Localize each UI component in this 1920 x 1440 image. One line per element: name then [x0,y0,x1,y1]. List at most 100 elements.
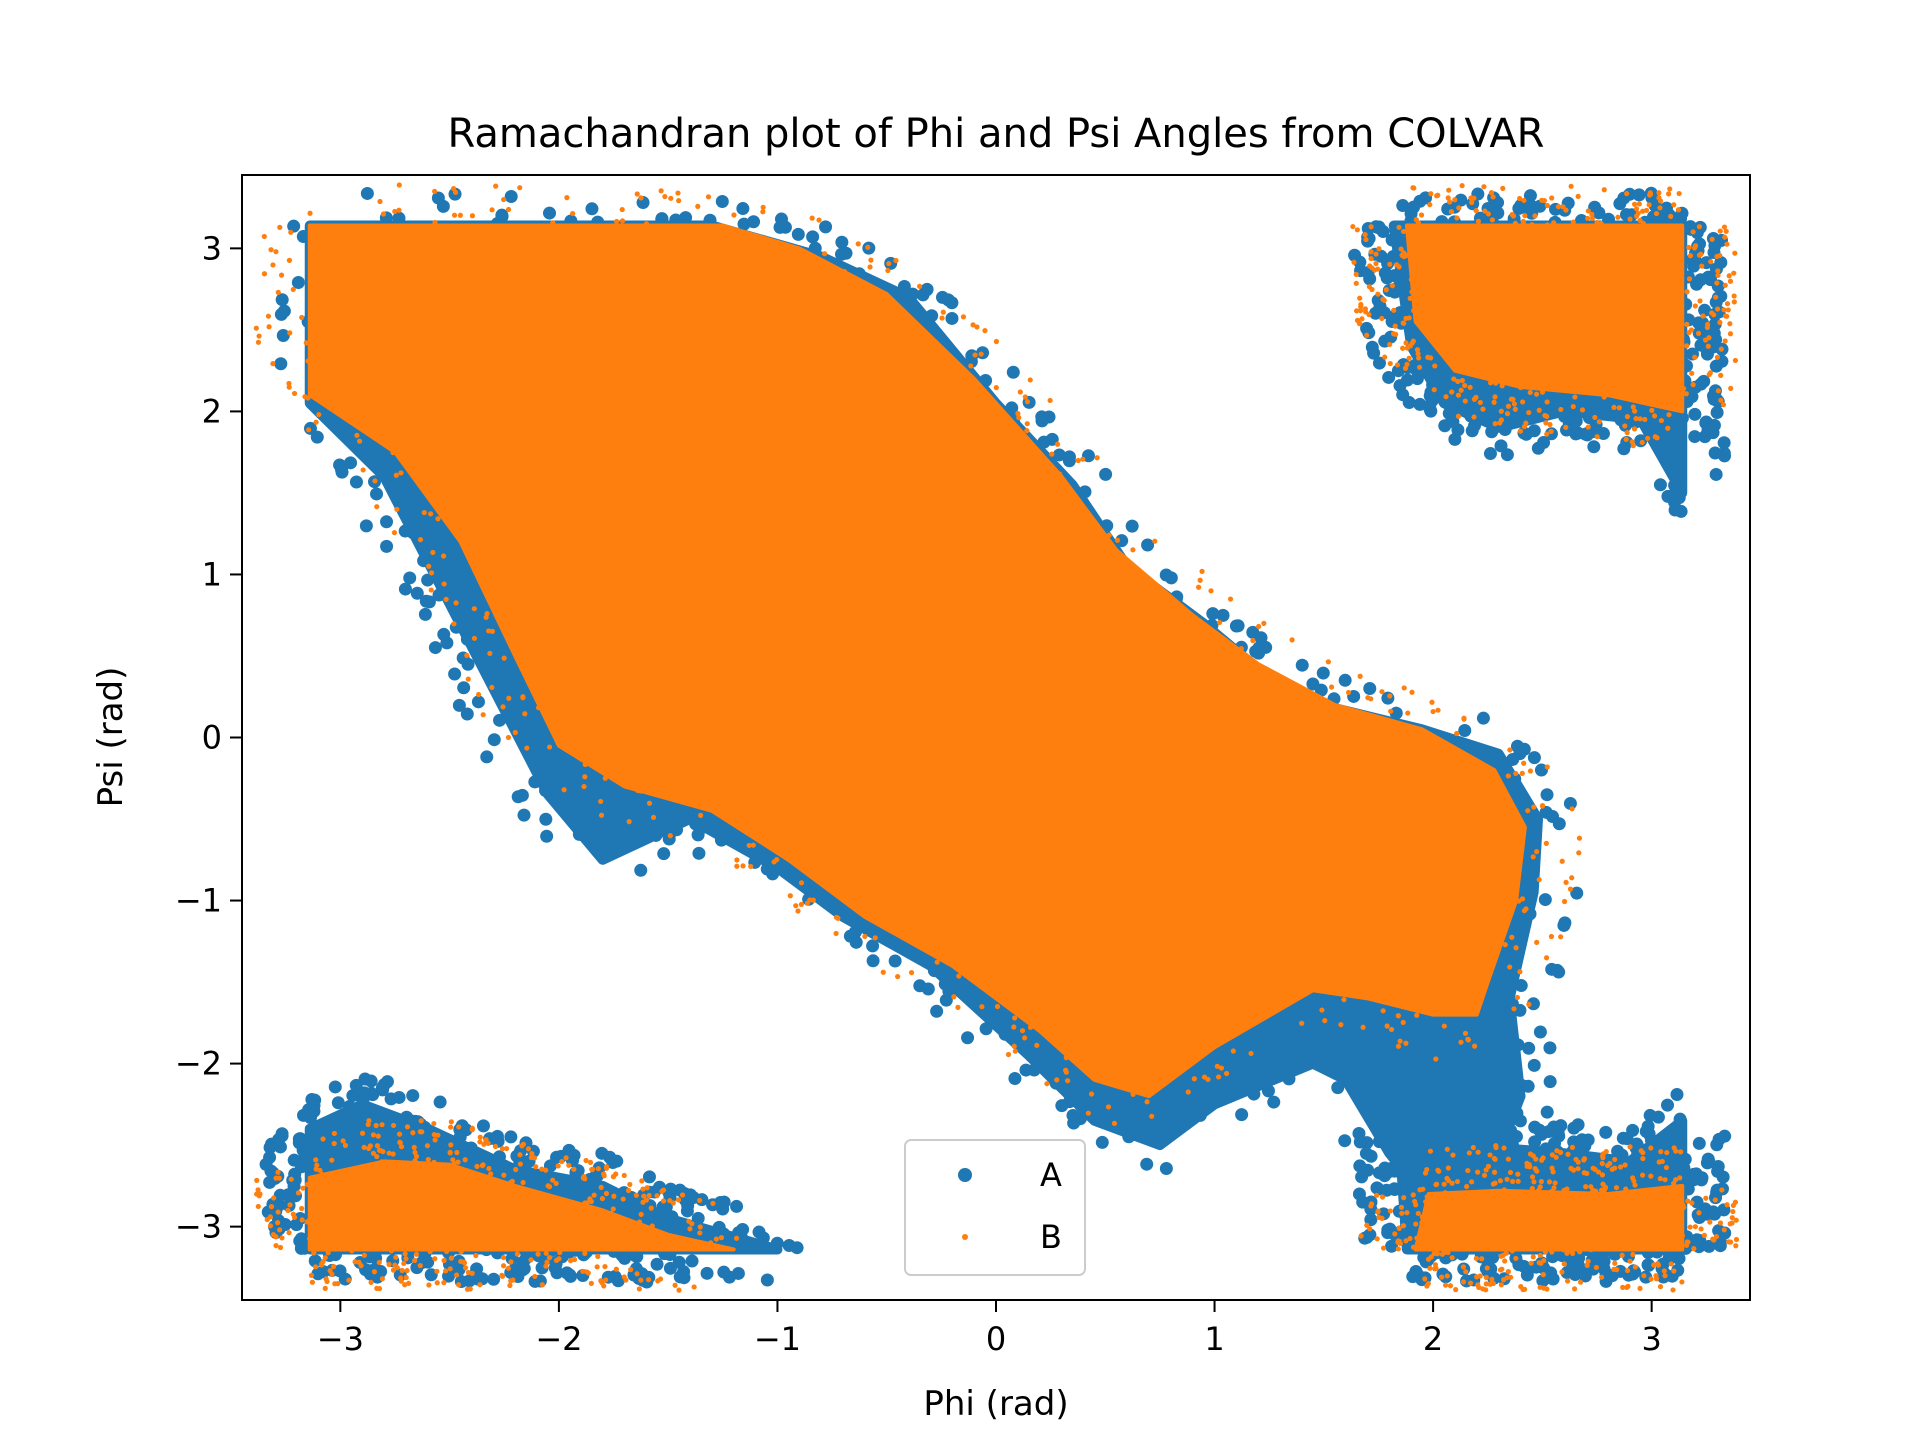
series-b-point [698,812,704,818]
series-b-point [507,1282,513,1289]
series-a-point [839,246,853,260]
series-b-point [356,438,363,444]
series-b-point [1197,577,1203,583]
series-b-point [361,1144,367,1150]
series-b-point [550,220,556,226]
series-b-point [1521,760,1527,766]
x-tick-label: 1 [1204,1320,1224,1358]
series-b-point [1374,1192,1380,1198]
series-b-point [1721,224,1728,230]
series-b-point [1690,229,1696,235]
series-b-point [1696,252,1703,258]
series-a-point [291,276,305,290]
series-a-point [418,607,432,621]
series-b-point [1022,1035,1028,1041]
series-b-point [1411,307,1417,314]
series-b-point [1727,321,1733,327]
series-b-point [1196,584,1202,590]
series-b-point [358,1263,364,1269]
series-a-point [1338,1134,1352,1148]
series-b-point [441,581,447,587]
series-a-point [790,1241,804,1255]
series-a-point [1405,1144,1419,1158]
series-b-point [1085,1110,1091,1116]
series-a-point [1019,1063,1033,1077]
series-b-point [442,1268,449,1274]
legend-label-b: B [1040,1218,1062,1256]
series-b-point [1544,764,1550,770]
series-a-point [1282,1072,1296,1086]
series-a-point [392,211,406,225]
series-b-point [1445,1165,1451,1171]
series-a-point [1125,519,1139,533]
series-a-point [1690,1195,1704,1209]
series-b-point [1439,1274,1445,1280]
series-b-point [1613,1184,1620,1191]
series-b-point [1488,380,1494,386]
series-a-point [398,582,412,596]
series-b-point [287,1202,293,1208]
series-b-point [1593,1188,1599,1194]
series-b-point [270,262,276,268]
series-b-point [1620,1284,1626,1290]
series-b-point [638,1277,644,1283]
series-b-point [1512,406,1518,412]
series-b-point [1368,255,1374,262]
series-b-point [1328,684,1335,690]
legend-box [904,1139,1086,1276]
series-b-point [1449,389,1455,395]
series-b-point [713,1236,719,1242]
series-a-point [1216,608,1230,622]
series-a-point [1527,1058,1541,1072]
series-b-point [374,1143,381,1149]
series-a-point [1455,1126,1469,1140]
series-b-point [1356,320,1363,327]
series-a-point [1052,448,1066,462]
series-b-point [285,1207,291,1213]
series-a-point [1616,1131,1630,1145]
series-b-point [396,1131,403,1137]
series-b-point [1732,357,1739,364]
series-a-point [392,1090,406,1104]
series-b-point [254,1177,260,1183]
series-b-point [1505,773,1511,779]
series-b-point [1465,1167,1471,1174]
series-b-point [1520,1286,1526,1293]
series-b-point [1471,1043,1478,1049]
series-a-point [670,823,684,837]
series-b-point [1410,185,1416,191]
series-b-point [697,1197,703,1204]
series-b-point [1442,1282,1449,1288]
series-a-point [1140,1157,1154,1171]
series-a-point [432,588,446,602]
series-b-point [1529,1174,1536,1180]
series-b-point [1144,1099,1150,1105]
series-b-point [601,1283,607,1289]
series-b-point [455,1159,461,1165]
series-b-point [1492,1156,1498,1162]
series-b-point [1431,387,1437,393]
series-b-point [1544,413,1550,420]
series-b-point [1433,1182,1439,1188]
series-b-point [1671,202,1677,208]
series-b-point [608,1210,614,1216]
series-b-point [867,264,873,270]
series-b-point [1215,1074,1222,1080]
series-b-point [582,761,588,768]
series-a-point [1690,277,1704,291]
series-a-point [528,775,542,789]
series-a-point [504,189,518,203]
series-a-point [713,1195,727,1209]
series-b-point [1022,394,1028,400]
series-b-point [426,563,432,569]
series-b-point [402,1282,408,1288]
series-a-point [1494,439,1508,453]
series-b-point [687,1226,693,1232]
series-b-point [1402,365,1409,371]
legend-marker-b [962,1234,968,1240]
series-b-point [1015,410,1021,417]
series-b-point [1088,1091,1095,1097]
series-a-point [930,1004,944,1018]
series-a-point [310,430,324,444]
series-b-point [475,691,482,698]
